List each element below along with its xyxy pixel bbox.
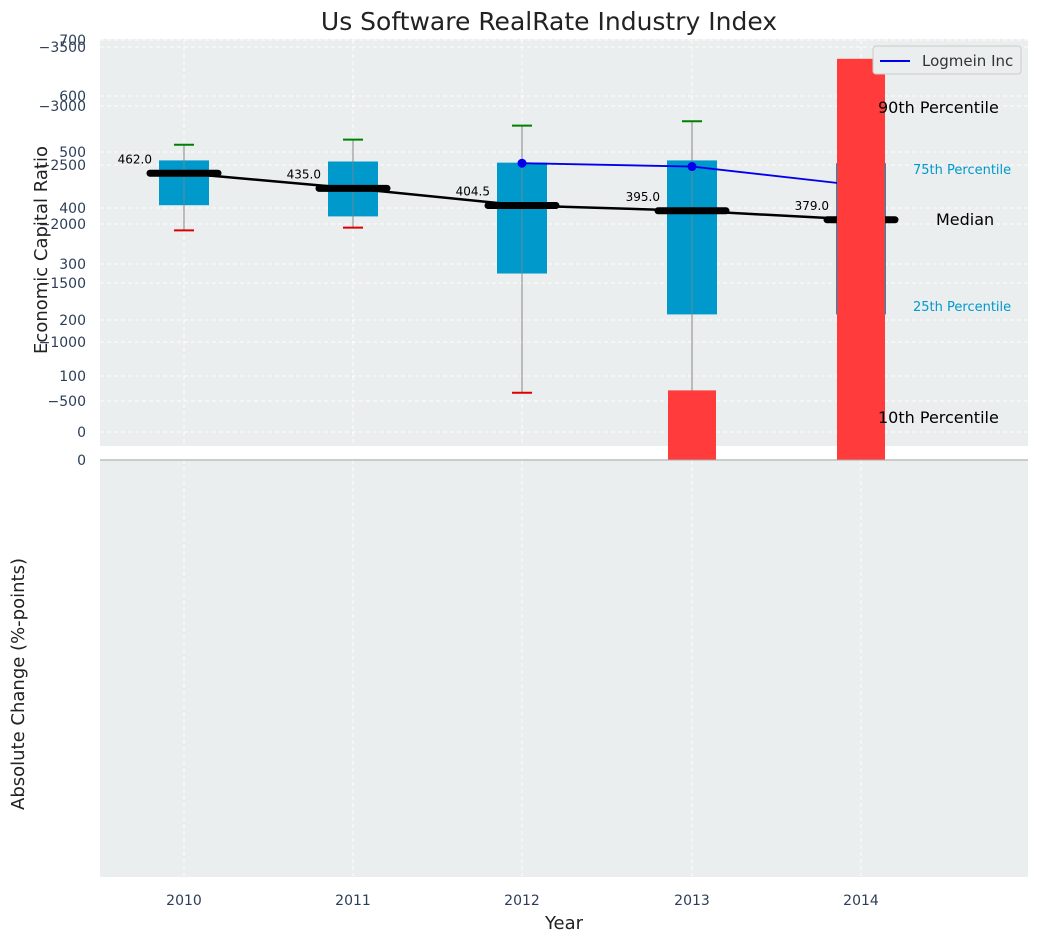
median-value-label: 404.5 xyxy=(456,184,490,198)
top-y-tick-label: 100 xyxy=(59,369,86,385)
bottom-y-axis-label: Absolute Change (%-points) xyxy=(8,558,29,810)
top-y-axis-ticks: 0 100 200 300 400 500 600 700 xyxy=(59,33,86,441)
x-tick-label: 2011 xyxy=(335,893,371,909)
change-bar xyxy=(837,58,885,461)
top-y-tick-label: 200 xyxy=(59,313,86,329)
legend-box xyxy=(872,45,1022,75)
x-axis-ticks: 2010 2011 2012 2013 2014 xyxy=(166,893,879,909)
chart-title: Us Software RealRate Industry Index xyxy=(321,7,777,36)
legend: Logmein Inc xyxy=(872,45,1022,75)
annotation-p25: 25th Percentile xyxy=(913,300,1011,315)
median-value-label: 379.0 xyxy=(795,199,829,213)
top-y-tick-label: 0 xyxy=(77,425,86,441)
bottom-y-tick-label: −2500 xyxy=(39,158,86,174)
annotation-p90: 90th Percentile xyxy=(878,98,999,117)
bottom-y-tick-label: −1000 xyxy=(39,335,86,351)
annotation-p10: 10th Percentile xyxy=(878,408,999,427)
x-axis-label: Year xyxy=(544,913,584,934)
top-y-tick-label: 500 xyxy=(59,145,86,161)
legend-entry-label: Logmein Inc xyxy=(922,52,1013,70)
series-point-logmein xyxy=(687,162,697,172)
bottom-y-tick-label: −2000 xyxy=(39,217,86,233)
top-y-tick-label: 600 xyxy=(59,89,86,105)
annotation-median: Median xyxy=(936,210,994,229)
x-tick-label: 2013 xyxy=(674,893,710,909)
change-bars-layer xyxy=(668,58,885,461)
change-bar xyxy=(668,390,716,460)
top-y-tick-label: 300 xyxy=(59,257,86,273)
x-tick-label: 2010 xyxy=(166,893,202,909)
x-tick-label: 2014 xyxy=(843,893,879,909)
top-y-axis-label: Economic Capital Ratio xyxy=(31,146,52,354)
bottom-plot-background xyxy=(100,459,1028,877)
bottom-y-tick-label: −3500 xyxy=(39,40,86,56)
bottom-y-tick-label: −1500 xyxy=(39,276,86,292)
annotation-p75: 75th Percentile xyxy=(913,163,1011,178)
bottom-y-tick-label: −500 xyxy=(48,394,86,410)
bottom-y-axis-ticks: 0 −500 −1000 −1500 −2000 −2500 −3000 −3500 xyxy=(39,40,86,469)
median-value-label: 395.0 xyxy=(626,190,660,204)
bottom-y-tick-label: 0 xyxy=(77,453,86,469)
top-y-tick-label: 700 xyxy=(59,33,86,49)
median-value-label: 435.0 xyxy=(287,167,321,181)
x-tick-label: 2012 xyxy=(504,893,540,909)
top-y-tick-label: 400 xyxy=(59,201,86,217)
series-point-logmein xyxy=(517,158,527,168)
bottom-y-tick-label: −3000 xyxy=(39,99,86,115)
median-value-label: 462.0 xyxy=(118,152,152,166)
